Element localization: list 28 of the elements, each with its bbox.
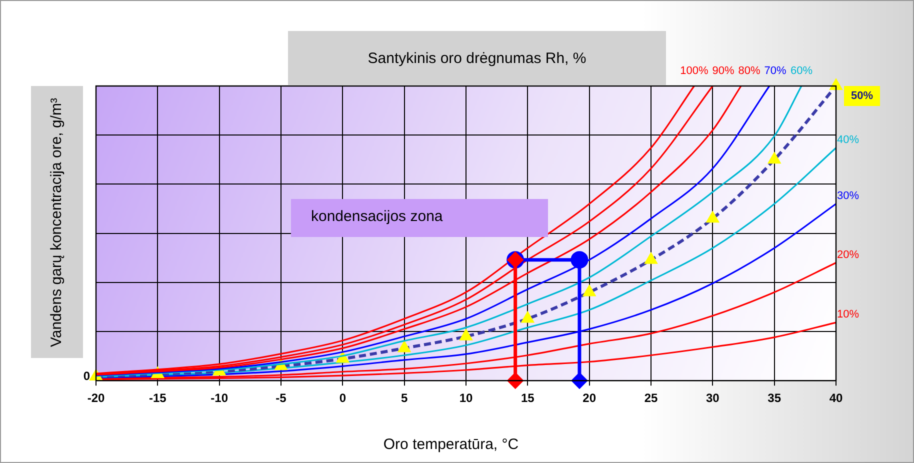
x-tick-label: 15 [520,391,535,406]
x-tick-label: -15 [148,391,167,406]
series-label: 50% [851,90,874,102]
x-tick-label: 10 [459,391,473,406]
x-tick-label: 40 [829,391,843,406]
y-axis-title: Vandens garų koncentracija ore, g/m³ [48,97,66,347]
series-label: 80% [738,65,760,77]
series-label: 10% [837,308,860,321]
series-label: 100% [680,65,708,77]
x-tick-label: -20 [87,391,105,406]
x-tick-label: -10 [210,391,228,406]
x-tick-label: 20 [582,391,596,406]
x-tick-label: 5 [400,391,408,406]
annotation: 0 [83,368,90,383]
chart-title: Santykinis oro drėgnumas Rh, % [368,50,586,66]
x-tick-label: 0 [339,391,346,406]
series-label: 60% [790,65,813,77]
x-tick-label: 25 [644,391,658,406]
series-label: 20% [837,248,860,261]
series-label: 90% [712,65,734,77]
x-tick-label: 35 [768,391,782,406]
series-label: 30% [837,190,860,202]
x-tick-label: 30 [706,391,720,406]
x-tick-label: -5 [276,391,287,406]
series-label: 70% [764,65,786,77]
x-axis-title: Oro temperatūra, °C [383,436,519,453]
series-label: 40% [837,134,860,146]
annotation: kondensacijos zona [311,208,443,225]
